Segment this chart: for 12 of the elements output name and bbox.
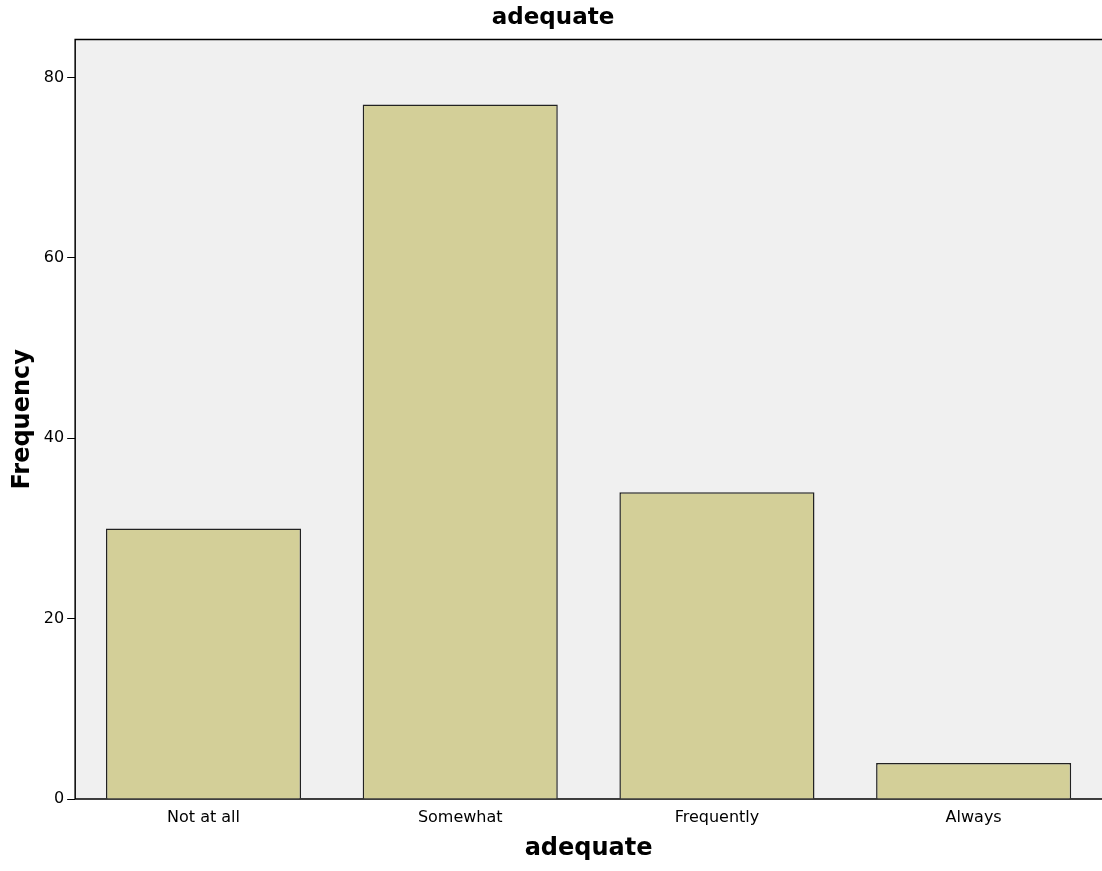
x-tick-label: Somewhat — [417, 806, 503, 826]
x-axis-title: adequate — [524, 832, 653, 861]
y-tick-label: 60 — [43, 247, 65, 267]
x-tick-label: Always — [945, 806, 1002, 826]
y-tick-label: 40 — [43, 427, 65, 447]
y-tick-label: 20 — [43, 607, 65, 627]
y-tick-label: 0 — [53, 788, 65, 808]
y-tick-label: 80 — [43, 66, 65, 86]
chart-title: adequate — [491, 2, 615, 29]
y-axis-title: Frequency — [6, 348, 35, 490]
x-tick-label: Frequently — [674, 806, 760, 826]
x-tick-label: Not at all — [167, 806, 241, 826]
